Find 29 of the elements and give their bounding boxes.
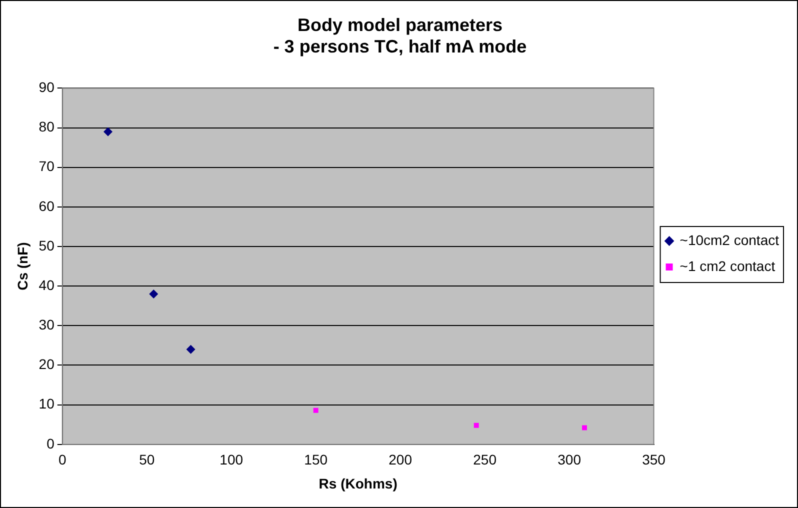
x-tick-label: 100 xyxy=(220,452,244,468)
y-tick-label: 50 xyxy=(38,237,55,254)
point xyxy=(186,344,196,354)
x-tick-label: 250 xyxy=(473,452,497,468)
chart-title: Body model parameters - 3 persons TC, half mA mode xyxy=(273,14,527,56)
legend-label: ~10cm2 contact xyxy=(680,232,780,248)
y-tick-label: 80 xyxy=(38,118,55,135)
y-tick-label: 20 xyxy=(38,356,55,372)
point xyxy=(103,127,112,136)
legend-label: ~1 cm2 contact xyxy=(680,258,776,274)
x-tick-label: 0 xyxy=(58,452,66,468)
y-tick-label: 70 xyxy=(38,158,55,174)
point xyxy=(582,425,587,430)
y-tick-label: 60 xyxy=(38,198,55,214)
x-tick-label: 300 xyxy=(558,452,582,468)
point xyxy=(313,408,318,413)
point xyxy=(149,290,158,299)
y-axis-title: Cs (nF) xyxy=(14,242,30,290)
y-tick-label: 10 xyxy=(38,396,55,412)
x-tick-label: 150 xyxy=(304,452,328,468)
y-tick-label: 30 xyxy=(38,316,55,333)
y-tick-label: 90 xyxy=(38,79,55,96)
y-tick-label: 40 xyxy=(38,276,55,293)
x-axis-title: Rs (Kohms) xyxy=(318,475,398,492)
x-tick-label: 50 xyxy=(139,452,155,468)
x-tick-label: 200 xyxy=(388,452,412,468)
y-tick-label: 0 xyxy=(46,435,55,452)
x-tick-label: 350 xyxy=(642,452,666,468)
point xyxy=(474,422,479,428)
